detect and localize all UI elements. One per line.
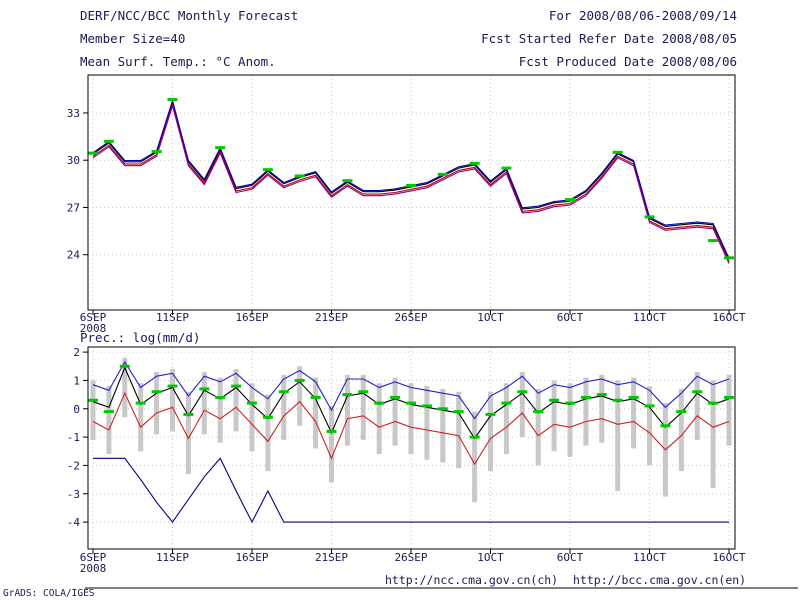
spread-bar: [535, 388, 541, 466]
plot-border: [87, 74, 736, 311]
spread-bar: [472, 411, 478, 503]
y-tick-label: -1: [67, 431, 80, 444]
x-tick-label: 6SEP: [80, 551, 107, 564]
y-tick-label: 24: [67, 249, 81, 262]
spread-bar: [217, 377, 223, 443]
spread-bar: [106, 386, 112, 455]
ncc-url: http://ncc.cma.gov.cn(ch): [385, 573, 558, 587]
year-label: 2008: [80, 562, 107, 575]
spread-bar: [424, 386, 430, 460]
member-line-purple-line: [92, 103, 730, 264]
spread-bar: [551, 380, 557, 452]
x-tick-label: 16OCT: [712, 551, 745, 564]
year-label: 2008: [80, 322, 107, 335]
y-tick-label: 33: [67, 107, 80, 120]
spread-bar: [249, 383, 255, 452]
spread-bar: [488, 391, 493, 472]
x-tick-label: 11SEP: [156, 551, 189, 564]
dry-member-navy-line: [93, 457, 729, 524]
spread-bar: [122, 357, 128, 418]
spread-bar: [154, 371, 160, 435]
spread-bar: [583, 377, 589, 446]
spread-bar: [329, 405, 334, 483]
spread-bar: [694, 371, 700, 440]
x-tick-label: 1OCT: [477, 311, 504, 324]
x-tick-label: 26SEP: [394, 551, 427, 564]
spread-bar: [170, 369, 175, 432]
spread-bar: [567, 383, 573, 457]
precipitation-chart: 2 1 0 -1 -2 -3 -4 6SEP 11SEP 16SEP 21SEP 26SEP 1OCT 6…: [67, 346, 746, 575]
spread-bar: [519, 371, 525, 438]
spread-bar: [233, 369, 239, 432]
spread-bar: [201, 371, 207, 435]
y-tick-label: -4: [67, 516, 81, 529]
x-tick-label: 16SEP: [235, 551, 268, 564]
spread-bar: [376, 383, 382, 455]
y-tick-label: 30: [67, 154, 80, 167]
y-tick-label: 1: [73, 374, 80, 387]
spread-bar: [726, 374, 732, 446]
produced-date-label: Fcst Produced Date 2008/08/06: [519, 54, 737, 69]
lower-envelope-red-line: [92, 391, 730, 466]
temp-axis-title: Mean Surf. Temp.: °C Anom.: [80, 54, 276, 69]
spread-bar: [408, 383, 414, 455]
spread-bar: [599, 374, 605, 443]
refer-date-label: Fcst Started Refer Date 2008/08/05: [481, 31, 737, 46]
spread-bar: [360, 374, 366, 440]
x-tick-label: 16OCT: [712, 311, 745, 324]
x-tick-label: 26SEP: [394, 311, 427, 324]
upper-envelope-blue-line: [92, 360, 730, 420]
x-tick-label: 21SEP: [315, 311, 348, 324]
spread-bar: [456, 391, 462, 469]
spread-bar: [678, 388, 684, 472]
member-line-red-line: [92, 102, 730, 263]
ensemble-mean-black-line: [92, 99, 730, 260]
x-tick-label: 21SEP: [315, 551, 348, 564]
bcc-url: http://bcc.cma.gov.cn(en): [573, 573, 746, 587]
spread-bar: [185, 391, 191, 474]
x-tick-label: 6OCT: [557, 551, 584, 564]
spread-bar: [503, 383, 509, 455]
y-tick-label: 2: [73, 346, 80, 359]
spread-bar: [392, 377, 398, 446]
spread-bar: [631, 377, 637, 449]
spread-bar: [281, 374, 287, 440]
spread-bar: [710, 380, 716, 489]
y-tick-label: 27: [67, 201, 80, 214]
x-tick-label: 6SEP: [80, 311, 107, 324]
spread-bar: [138, 383, 144, 452]
y-tick-label: -2: [67, 459, 80, 472]
spread-bar: [440, 388, 446, 463]
x-tick-label: 11OCT: [633, 311, 666, 324]
x-tick-label: 16SEP: [235, 311, 268, 324]
y-tick-label: -3: [67, 488, 80, 501]
spread-bar: [647, 386, 652, 466]
temperature-chart: 24 27 30 33 6SEP 11SEP 16SEP 21SEP 26SEP 1OCT 6OCT…: [67, 74, 746, 335]
spread-bar: [90, 380, 96, 440]
grads-credit: GrADS: COLA/IGES: [3, 588, 95, 599]
y-tick-label: 0: [73, 403, 80, 416]
x-tick-label: 11OCT: [633, 551, 666, 564]
x-tick-label: 1OCT: [477, 551, 504, 564]
x-tick-label: 6OCT: [557, 311, 584, 324]
forecast-period-label: For 2008/08/06-2008/09/14: [549, 8, 737, 23]
chart-title: DERF/NCC/BCC Monthly Forecast: [80, 8, 298, 23]
spread-bar: [615, 380, 621, 491]
prec-axis-title: Prec.: log(mm/d): [80, 330, 200, 345]
spread-bar: [265, 394, 271, 472]
member-size-label: Member Size=40: [80, 31, 185, 46]
spread-bar: [313, 377, 319, 449]
plot-border: [87, 346, 736, 550]
spread-bar: [344, 374, 350, 446]
x-tick-label: 11SEP: [156, 311, 189, 324]
spread-bar: [297, 366, 303, 426]
